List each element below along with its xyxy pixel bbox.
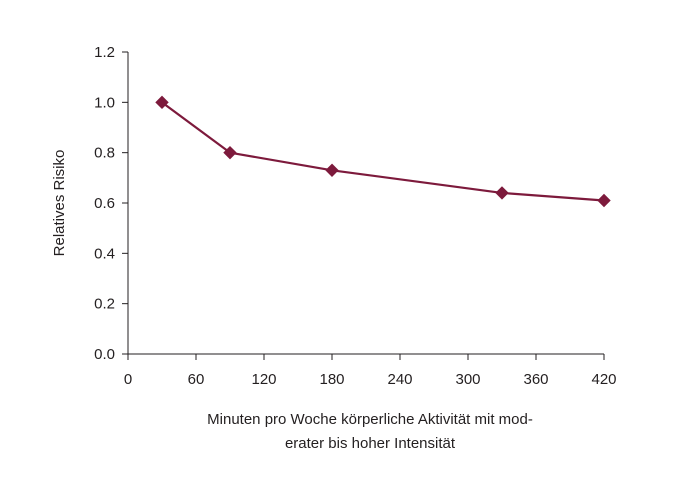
data-point-diamond	[325, 163, 339, 177]
x-tick-label: 180	[319, 371, 344, 388]
y-tick-label: 0.2	[94, 296, 115, 313]
y-ticks: 0.0 0.2 0.4 0.6 0.8 1.0 1.2	[94, 44, 128, 363]
x-tick-label: 60	[188, 371, 205, 388]
x-tick-label: 120	[251, 371, 276, 388]
y-tick-label: 0.6	[94, 195, 115, 212]
x-tick-label: 0	[124, 371, 132, 388]
data-point-diamond	[155, 95, 169, 110]
y-tick-label: 0.8	[94, 145, 115, 162]
x-tick-label: 420	[591, 371, 616, 388]
x-axis-title-line-2: erater bis hoher Intensität	[285, 435, 456, 452]
data-point-diamond	[495, 186, 509, 200]
y-tick-label: 1.2	[94, 44, 115, 61]
x-axis-title-line-1: Minuten pro Woche körperliche Aktivität …	[207, 411, 533, 428]
x-tick-label: 360	[523, 371, 548, 388]
data-point-diamond	[597, 193, 611, 208]
y-tick-label: 1.0	[94, 94, 115, 111]
y-axis-title: Relatives Risiko	[51, 150, 68, 257]
x-ticks: 0 60 120 180 240 300 360 420	[124, 354, 617, 388]
y-tick-label: 0.0	[94, 346, 115, 363]
x-tick-label: 300	[455, 371, 480, 388]
y-tick-label: 0.4	[94, 245, 115, 262]
series-layer	[155, 95, 611, 208]
x-tick-label: 240	[387, 371, 412, 388]
axes: 0.0 0.2 0.4 0.6 0.8 1.0 1.2 0 60 120 180 240 300 360…	[94, 44, 616, 388]
data-point-diamond	[223, 145, 237, 160]
